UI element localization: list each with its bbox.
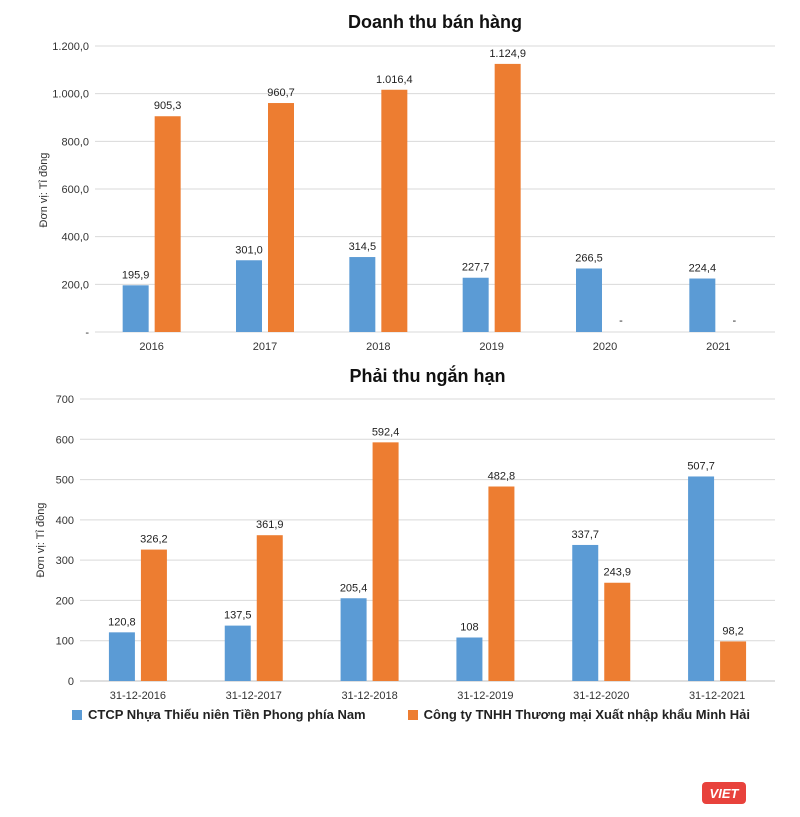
data-label-series1: 120,8: [108, 616, 136, 628]
legend-swatch-series1: [72, 709, 82, 720]
bar-series2: [256, 535, 283, 681]
data-label-series1: 507,7: [687, 460, 715, 472]
data-label-series2: 361,9: [256, 519, 284, 531]
data-label-series1: 108: [460, 621, 478, 633]
legend-label-series1: CTCP Nhựa Thiếu niên Tiền Phong phía Nam: [88, 707, 366, 722]
bar-series1: [224, 625, 251, 681]
data-label-series2: 592,4: [372, 426, 400, 438]
y-tick-label: 800,0: [61, 136, 89, 148]
data-label-series1: 137,5: [224, 610, 252, 622]
y-tick-label: -: [85, 327, 89, 339]
x-tick-label: 31-12-2018: [341, 690, 397, 702]
y-tick-label: 100: [56, 636, 74, 648]
x-tick-label: 31-12-2017: [226, 690, 282, 702]
bar-series1: [340, 598, 367, 681]
bar-series1: [456, 637, 483, 681]
y-tick-label: 600,0: [61, 184, 89, 196]
y-tick-label: 0: [68, 676, 74, 688]
bar-series2: [381, 89, 408, 333]
legend-item-series1: CTCP Nhựa Thiếu niên Tiền Phong phía Nam: [72, 707, 366, 722]
data-label-series2: 1.016,4: [376, 74, 413, 86]
x-tick-label: 2020: [593, 341, 617, 353]
bar-series2: [720, 641, 747, 681]
chart-title: Doanh thu bán hàng: [348, 12, 522, 32]
bar-series2: [268, 103, 294, 332]
legend: CTCP Nhựa Thiếu niên Tiền Phong phía Nam…: [72, 707, 750, 722]
data-label-series2: -: [732, 315, 736, 327]
y-tick-label: 700: [56, 394, 74, 406]
bar-series2: [494, 63, 521, 332]
data-label-series1: 314,5: [349, 241, 377, 253]
legend-item-series2: Công ty TNHH Thương mại Xuất nhập khẩu M…: [407, 707, 750, 722]
data-label-series1: 337,7: [571, 529, 599, 541]
y-tick-label: 1.000,0: [52, 89, 89, 101]
data-label-series2: 1.124,9: [489, 48, 526, 60]
bar-series1: [576, 268, 602, 332]
data-label-series1: 224,4: [689, 263, 717, 275]
bar-series2: [140, 549, 167, 681]
bar-series2: [604, 582, 631, 681]
x-tick-label: 31-12-2019: [457, 690, 513, 702]
y-tick-label: 500: [56, 475, 74, 487]
x-tick-label: 2021: [706, 341, 730, 353]
y-tick-label: 400: [56, 515, 74, 527]
bar-series1: [462, 277, 489, 332]
x-tick-label: 31-12-2016: [110, 690, 166, 702]
y-axis-label: Đơn vị: Tỉ đồng: [38, 153, 50, 228]
data-label-series1: 195,9: [122, 269, 150, 281]
viet-logo: VIET: [702, 782, 746, 804]
bar-series1: [688, 476, 715, 681]
data-label-series2: 960,7: [267, 87, 295, 99]
receivables-chart: Phải thu ngắn hạn 0 100 200 300 400 500 600 700 Đ…: [35, 365, 775, 702]
y-tick-label: 300: [56, 555, 74, 567]
legend-label-series2: Công ty TNHH Thương mại Xuất nhập khẩu M…: [423, 707, 750, 722]
y-tick-label: 1.200,0: [52, 41, 89, 53]
x-tick-label: 31-12-2020: [573, 690, 629, 702]
bar-series2: [372, 442, 399, 681]
data-label-series2: 482,8: [488, 471, 516, 483]
y-axis-label: Đơn vị: Tỉ đồng: [35, 503, 47, 578]
bar-series1: [572, 544, 599, 681]
data-label-series1: 266,5: [575, 252, 603, 264]
x-tick-label: 31-12-2021: [689, 690, 745, 702]
chart-title: Phải thu ngắn hạn: [350, 365, 506, 386]
revenue-chart: Doanh thu bán hàng - 200,0 400,0 600,0 800,0 1…: [38, 12, 775, 353]
legend-swatch-series2: [407, 709, 418, 720]
bar-series1: [689, 278, 716, 332]
data-label-series2: 326,2: [140, 534, 168, 546]
data-label-series2: -: [619, 315, 623, 327]
x-tick-label: 2016: [139, 341, 163, 353]
bar-series1: [108, 632, 135, 681]
bar-series2: [154, 116, 181, 332]
data-label-series1: 301,0: [235, 244, 263, 256]
data-label-series2: 243,9: [603, 567, 631, 579]
x-tick-label: 2017: [253, 341, 277, 353]
y-tick-label: 400,0: [61, 232, 89, 244]
bar-series2: [488, 486, 515, 681]
x-tick-label: 2018: [366, 341, 390, 353]
logo-text: VIET: [709, 785, 739, 801]
data-label-series1: 205,4: [340, 582, 368, 594]
x-tick-label: 2019: [479, 341, 503, 353]
y-tick-label: 200,0: [61, 279, 89, 291]
data-label-series1: 227,7: [462, 262, 490, 274]
bar-series1: [122, 285, 149, 332]
y-tick-label: 200: [56, 595, 74, 607]
data-label-series2: 905,3: [154, 100, 182, 112]
bar-series1: [349, 257, 376, 332]
data-label-series2: 98,2: [722, 625, 743, 637]
y-tick-label: 600: [56, 434, 74, 446]
bar-series1: [236, 260, 262, 332]
